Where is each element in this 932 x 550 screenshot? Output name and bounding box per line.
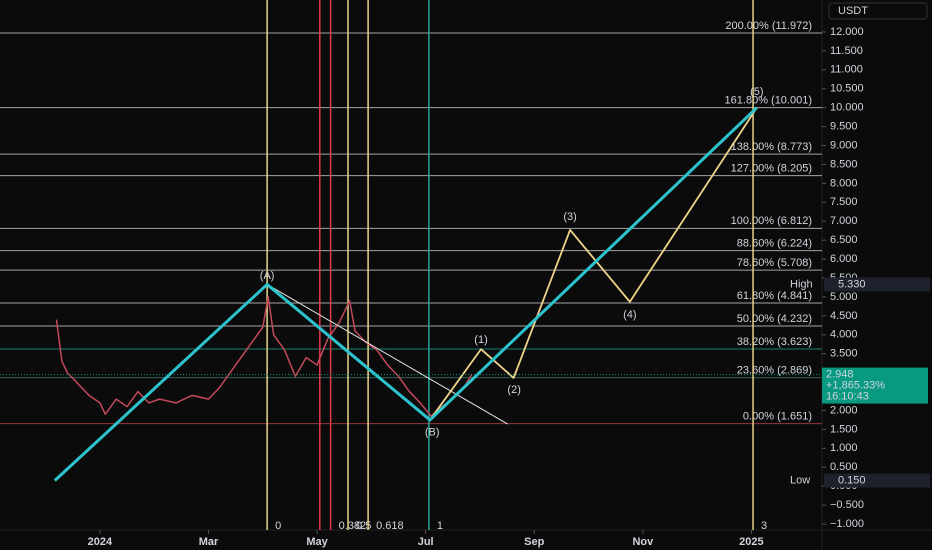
y-tick-label: 7.500 [830,196,858,208]
marker-value: 5.330 [838,278,866,290]
y-tick-label: −0.500 [830,499,864,511]
fib-label: 78.60% (5.708) [737,257,812,269]
wave-label: (1) [474,334,487,346]
y-tick-label: 9.500 [830,121,858,133]
price-line [55,296,473,417]
current-change: +1,865.33% [826,379,885,391]
wave-label: (2) [507,384,520,396]
marker-label: High [790,278,813,290]
y-tick-label: 1.000 [830,442,858,454]
y-tick-label: 1.500 [830,423,858,435]
fib-label: 138.00% (8.773) [731,141,812,153]
time-fib-label: 0.618 [376,520,404,532]
y-tick-label: 8.000 [830,177,858,189]
wave-label: (A) [260,270,275,282]
fib-label: 23.60% (2.869) [737,364,812,376]
y-tick-label: 0.500 [830,461,858,473]
trend-line [266,284,508,425]
wave-label: (5) [750,86,763,98]
currency-box [828,2,928,20]
fib-label: 88.60% (6.224) [737,238,812,250]
y-tick-label: 4.000 [830,329,858,341]
y-tick-label: 5.000 [830,291,858,303]
fib-label: 38.20% (3.623) [737,336,812,348]
projection-path [429,107,758,421]
time-fib-label: 0.382 [339,520,367,532]
y-tick-label: 4.500 [830,310,858,322]
wave-label: (B) [425,427,440,439]
marker-label: Low [790,474,810,486]
fib-label: 0.00% (1.651) [743,411,812,423]
currency: USDT [838,5,868,17]
time-fib-label: 1 [437,520,443,532]
current-price: 2.948 [826,368,854,380]
y-tick-label: 11.500 [830,45,863,57]
y-tick-label: 7.000 [830,215,858,227]
x-tick-label: 2024 [88,536,113,548]
x-tick-label: Jul [418,536,434,548]
time-fib-label: 3 [761,520,767,532]
y-tick-label: 6.000 [830,253,858,265]
y-tick-label: 10.500 [830,83,864,95]
y-tick-label: 10.000 [830,102,864,114]
x-tick-label: May [306,536,328,548]
fib-label: 100.00% (6.812) [731,215,812,227]
x-tick-label: Nov [632,536,654,548]
time-fib-label: 0 [275,520,281,532]
y-tick-label: 12.000 [830,26,864,38]
x-tick-label: Sep [524,536,544,548]
marker-value: 0.150 [838,474,866,486]
wave-label: (3) [563,211,576,223]
wave-path [53,106,758,482]
y-tick-label: 2.000 [830,404,858,416]
marker-box [824,473,930,488]
fib-label: 161.80% (10.001) [725,95,812,107]
fib-label: 61.80% (4.841) [737,290,812,302]
y-tick-label: 6.500 [830,234,858,246]
y-tick-label: 9.000 [830,139,858,151]
fib-label: 127.00% (8.205) [731,163,812,175]
marker-box [824,277,930,292]
wave-label: (4) [623,309,636,321]
current-price-box [822,367,928,404]
y-tick-label: −1.000 [830,518,864,530]
fib-label: 50.00% (4.232) [737,313,812,325]
time-fib-label: 0.5 [356,520,371,532]
x-tick-label: Mar [199,536,219,548]
y-tick-label: 8.500 [830,158,858,170]
fib-label: 200.00% (11.972) [725,20,812,32]
current-countdown: 16:10:43 [826,390,869,402]
y-tick-label: 11.000 [830,64,863,76]
y-tick-label: 3.500 [830,348,858,360]
x-tick-label: 2025 [739,536,763,548]
